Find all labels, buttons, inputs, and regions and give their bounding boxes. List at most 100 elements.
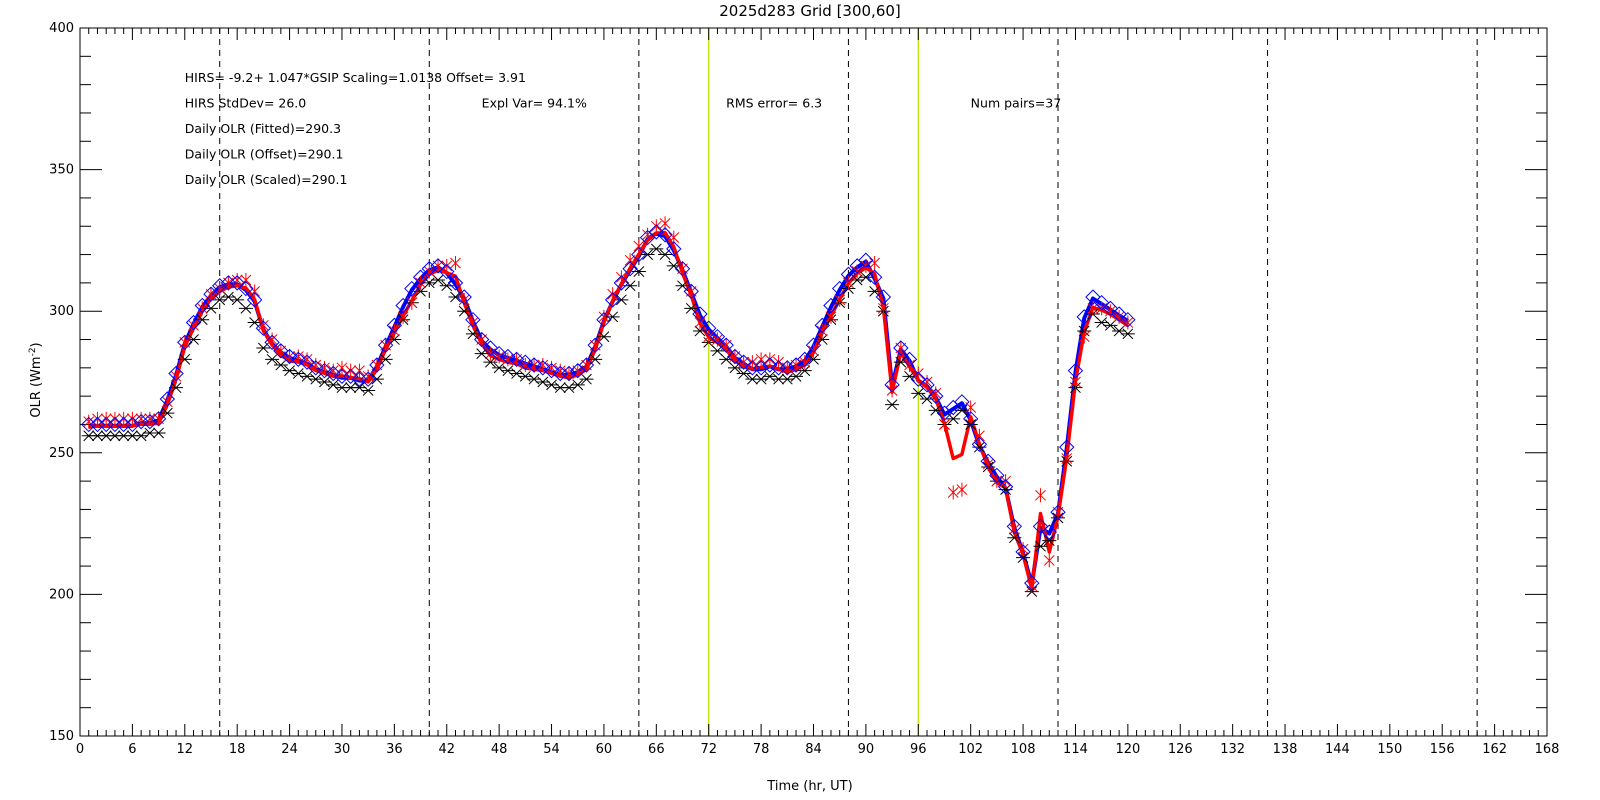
data-point-asterisk-34 xyxy=(369,373,384,385)
annotation-5: Daily OLR (Fitted)=290.3 xyxy=(185,121,341,136)
data-point-diamond-58 xyxy=(578,357,595,373)
data-point-diamond-112 xyxy=(1050,504,1066,520)
data-point-diamond-11 xyxy=(168,365,184,382)
data-point-diamond-117 xyxy=(1093,294,1110,311)
data-point-diamond-37 xyxy=(395,297,411,314)
x-axis-label: Time (hr, UT) xyxy=(766,779,852,794)
data-point-asterisk-81 xyxy=(780,373,795,385)
data-point-asterisk-25 xyxy=(291,368,306,379)
data-point-cross-36 xyxy=(388,324,400,339)
data-point-asterisk-107 xyxy=(1007,532,1022,544)
data-point-asterisk-79 xyxy=(762,370,777,382)
data-point-diamond-22 xyxy=(264,334,280,351)
annotation-6: Daily OLR (Offset)=290.1 xyxy=(185,146,344,161)
data-point-diamond-28 xyxy=(316,362,333,379)
data-point-diamond-43 xyxy=(447,275,464,291)
x-tick-label-15: 90 xyxy=(858,742,875,757)
data-point-asterisk-43 xyxy=(448,291,463,303)
data-point-diamond-13 xyxy=(185,314,202,331)
data-point-diamond-91 xyxy=(866,269,883,285)
data-point-diamond-81 xyxy=(779,360,796,376)
data-point-diamond-115 xyxy=(1076,309,1092,325)
data-point-asterisk-60 xyxy=(596,331,611,343)
y-tick-label-3: 300 xyxy=(49,304,74,319)
data-point-asterisk-57 xyxy=(570,379,585,391)
y-tick-label-0: 150 xyxy=(49,729,74,744)
data-point-asterisk-102 xyxy=(963,419,978,430)
data-point-cross-64 xyxy=(633,239,645,254)
data-point-diamond-27 xyxy=(308,360,324,376)
data-point-diamond-110 xyxy=(1032,518,1049,535)
data-point-cross-38 xyxy=(406,295,418,310)
data-point-diamond-21 xyxy=(255,320,272,336)
data-point-asterisk-120 xyxy=(1120,328,1135,340)
series-lines xyxy=(88,231,1129,591)
chart-title: 2025d283 Grid [300,60] xyxy=(719,2,901,20)
x-tick-label-0: 0 xyxy=(76,742,84,757)
data-point-diamond-118 xyxy=(1102,300,1119,317)
annotation-0: HIRS= -9.2+ 1.047*GSIP Scaling=1.0138 Of… xyxy=(185,70,526,85)
data-point-cross-5 xyxy=(118,411,130,426)
data-point-diamond-101 xyxy=(954,394,970,410)
data-point-asterisk-49 xyxy=(500,365,515,377)
data-point-diamond-23 xyxy=(273,343,289,359)
x-tick-label-17: 102 xyxy=(958,742,983,757)
y-axis-label-superscript: -2 xyxy=(28,347,38,356)
data-point-diamond-70 xyxy=(683,283,699,300)
data-point-diamond-74 xyxy=(718,337,734,353)
data-point-diamond-86 xyxy=(823,297,839,314)
data-point-diamond-120 xyxy=(1120,311,1136,328)
x-tick-label-25: 150 xyxy=(1377,742,1402,757)
x-tick-label-19: 114 xyxy=(1063,742,1088,757)
data-point-asterisk-67 xyxy=(658,249,673,260)
data-point-diamond-73 xyxy=(709,328,726,345)
x-tick-label-4: 24 xyxy=(281,742,298,757)
data-point-cross-115 xyxy=(1078,329,1090,344)
x-tick-label-6: 36 xyxy=(386,742,403,757)
data-point-asterisk-29 xyxy=(326,379,341,391)
data-point-asterisk-12 xyxy=(177,353,192,365)
data-point-cross-2 xyxy=(92,411,103,426)
data-point-asterisk-24 xyxy=(282,365,297,377)
data-point-asterisk-111 xyxy=(1042,535,1057,546)
data-point-asterisk-100 xyxy=(946,413,961,425)
x-tick-label-22: 132 xyxy=(1220,742,1245,757)
x-tick-label-2: 12 xyxy=(177,742,194,757)
data-point-diamond-104 xyxy=(980,453,996,470)
data-point-diamond-107 xyxy=(1006,518,1023,535)
data-point-asterisk-18 xyxy=(230,294,245,306)
data-point-diamond-60 xyxy=(596,311,612,328)
x-tick-label-28: 168 xyxy=(1535,742,1560,757)
x-tick-label-14: 84 xyxy=(805,742,822,757)
data-point-diamond-79 xyxy=(762,357,778,373)
data-point-diamond-59 xyxy=(587,337,603,353)
data-point-cross-3 xyxy=(100,411,112,426)
data-point-diamond-63 xyxy=(622,261,638,277)
data-point-diamond-116 xyxy=(1085,289,1101,305)
data-point-asterisk-32 xyxy=(352,382,367,394)
data-point-diamond-85 xyxy=(814,317,830,334)
data-point-diamond-8 xyxy=(142,413,158,430)
x-tick-label-9: 54 xyxy=(543,742,560,757)
data-point-diamond-52 xyxy=(526,357,542,373)
data-point-diamond-62 xyxy=(613,275,630,291)
data-point-diamond-56 xyxy=(561,365,577,382)
data-point-diamond-105 xyxy=(989,467,1005,484)
data-point-diamond-108 xyxy=(1015,544,1031,560)
data-point-diamond-20 xyxy=(246,292,263,308)
y-tick-label-5: 400 xyxy=(49,21,74,36)
data-point-diamond-26 xyxy=(299,354,315,370)
data-point-diamond-72 xyxy=(701,320,717,336)
x-tick-label-27: 162 xyxy=(1482,742,1507,757)
data-point-asterisk-62 xyxy=(614,294,629,306)
data-point-diamond-67 xyxy=(657,227,673,243)
data-point-diamond-98 xyxy=(928,388,944,404)
data-point-cross-103 xyxy=(974,428,985,443)
data-point-diamond-96 xyxy=(910,371,926,387)
y-axis-label-main: OLR (Wm xyxy=(29,356,44,417)
x-tick-label-13: 78 xyxy=(753,742,770,757)
data-point-asterisk-65 xyxy=(640,249,655,260)
data-point-cross-101 xyxy=(956,482,968,497)
data-point-asterisk-11 xyxy=(169,382,184,394)
